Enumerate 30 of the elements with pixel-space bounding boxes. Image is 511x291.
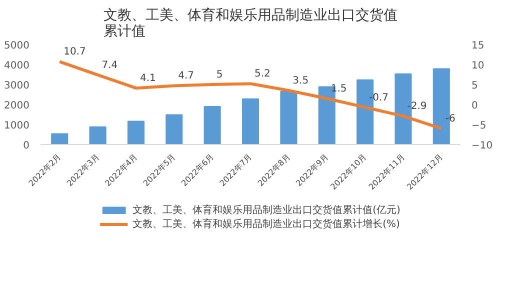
y2-tick-label: 15 bbox=[472, 40, 484, 52]
bar bbox=[51, 133, 68, 144]
legend-label: 文教、工美、体育和娱乐用品制造业出口交货值累计增长(%) bbox=[132, 218, 400, 231]
chart-title: 文教、工美、体育和娱乐用品制造业出口交货值累计值 bbox=[104, 6, 398, 40]
bar bbox=[166, 114, 183, 144]
data-label: 4.1 bbox=[140, 73, 156, 84]
y2-tick-label: −10 bbox=[472, 140, 493, 152]
data-label: 10.7 bbox=[64, 46, 86, 58]
y2-tick-label: −5 bbox=[472, 120, 486, 132]
bar bbox=[89, 126, 106, 144]
data-label: 4.7 bbox=[178, 70, 194, 82]
legend-label: 文教、工美、体育和娱乐用品制造业出口交货值累计值(亿元) bbox=[132, 204, 400, 217]
line-series bbox=[58, 60, 443, 130]
data-label: 7.4 bbox=[102, 60, 118, 71]
y-tick-label: 3000 bbox=[4, 80, 30, 92]
y-tick-label: 1000 bbox=[4, 120, 30, 132]
y2-tick-label: 5 bbox=[472, 80, 478, 92]
bar bbox=[242, 98, 260, 144]
y-tick-label: 5000 bbox=[4, 40, 30, 52]
bar bbox=[280, 91, 298, 144]
bar bbox=[127, 120, 144, 144]
y2-tick-label: 10 bbox=[472, 60, 484, 72]
y-tick-label: 0 bbox=[23, 140, 30, 152]
y-tick-label: 2000 bbox=[4, 100, 30, 112]
y-tick-label: 4000 bbox=[4, 60, 30, 72]
data-label: 5 bbox=[216, 70, 223, 80]
data-label: 3.5 bbox=[292, 76, 309, 86]
data-label: 5.2 bbox=[254, 68, 270, 80]
y2-tick-label: 0 bbox=[472, 100, 478, 112]
bar bbox=[204, 106, 221, 144]
